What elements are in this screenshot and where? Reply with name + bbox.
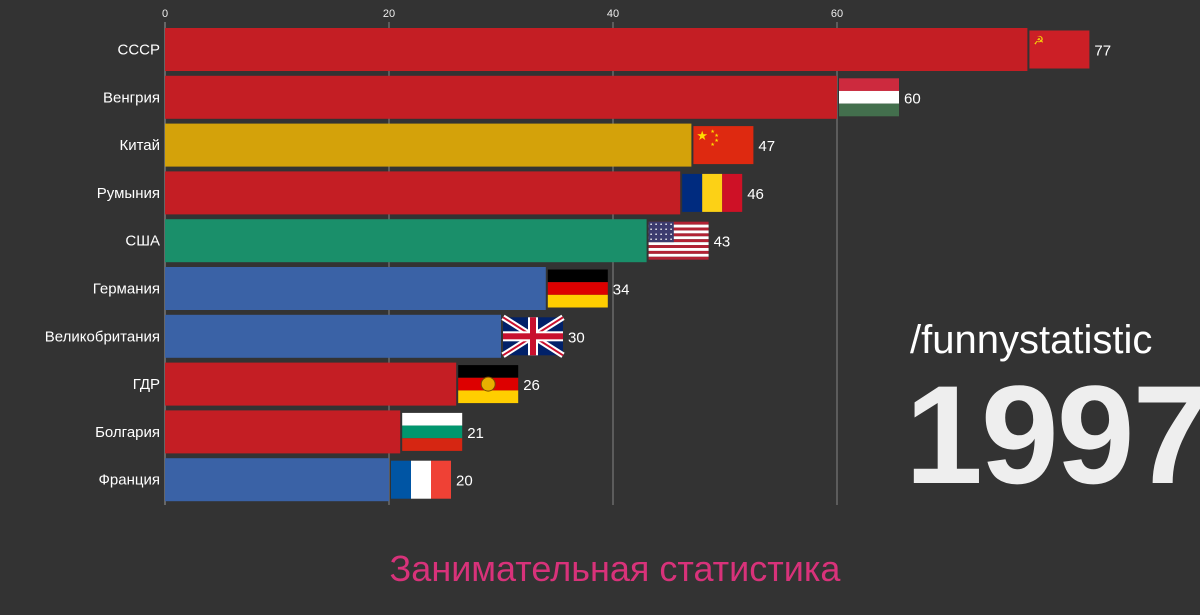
- x-tick-label: 40: [607, 8, 619, 20]
- value-label: 77: [1094, 43, 1111, 60]
- bar-10: [165, 458, 389, 502]
- bar-9: [165, 410, 401, 454]
- bar-2: [165, 75, 837, 119]
- category-label: СССР: [117, 42, 160, 59]
- x-tick-label: 60: [831, 8, 843, 20]
- bar-1: [165, 28, 1028, 71]
- value-label: 21: [467, 425, 484, 442]
- bar-7: [165, 314, 501, 358]
- romania-flag: [682, 173, 743, 212]
- svg-text:☭: ☭: [1033, 34, 1044, 48]
- svg-text:★: ★: [710, 142, 715, 148]
- value-label: 26: [523, 377, 540, 394]
- bar-5: [165, 219, 647, 263]
- channel-handle: /funnystatistic: [910, 318, 1153, 362]
- uk-flag: [501, 314, 565, 358]
- svg-text:★: ★: [696, 129, 708, 144]
- value-label: 46: [747, 186, 764, 203]
- category-label: Румыния: [97, 185, 160, 202]
- value-label: 30: [568, 329, 585, 346]
- hungary-flag: [839, 78, 899, 117]
- category-label: Франция: [99, 472, 160, 489]
- svg-text:★: ★: [714, 133, 719, 139]
- category-label: Китай: [119, 137, 160, 154]
- ussr-flag: ☭: [1029, 30, 1090, 69]
- category-label: Венгрия: [103, 89, 160, 106]
- year-label: 1997: [905, 356, 1200, 513]
- france-flag: [391, 460, 451, 499]
- bar-6: [165, 267, 546, 310]
- bar-8: [165, 362, 457, 406]
- svg-text:★: ★: [710, 129, 715, 135]
- value-label: 47: [758, 138, 775, 155]
- category-label: Германия: [93, 281, 160, 298]
- china-flag: ★ ★★★★: [693, 126, 754, 165]
- category-label: Болгария: [95, 424, 160, 441]
- usa-flag: [648, 221, 709, 260]
- x-tick-label: 20: [383, 8, 395, 20]
- category-label: США: [125, 233, 160, 250]
- germany-flag: [547, 269, 608, 308]
- category-label: Великобритания: [45, 328, 160, 345]
- bar-4: [165, 171, 681, 215]
- category-label: ГДР: [133, 376, 160, 393]
- x-tick-label: 0: [162, 8, 168, 20]
- svg-text:★: ★: [714, 138, 719, 144]
- value-label: 20: [456, 473, 473, 490]
- value-label: 43: [714, 234, 731, 251]
- value-label: 34: [613, 282, 630, 299]
- bar-3: [165, 123, 692, 167]
- footer-caption: Занимательная статистика: [389, 548, 841, 589]
- bulgaria-flag: [402, 412, 463, 451]
- value-label: 60: [904, 90, 921, 107]
- gdr-flag: [458, 365, 519, 404]
